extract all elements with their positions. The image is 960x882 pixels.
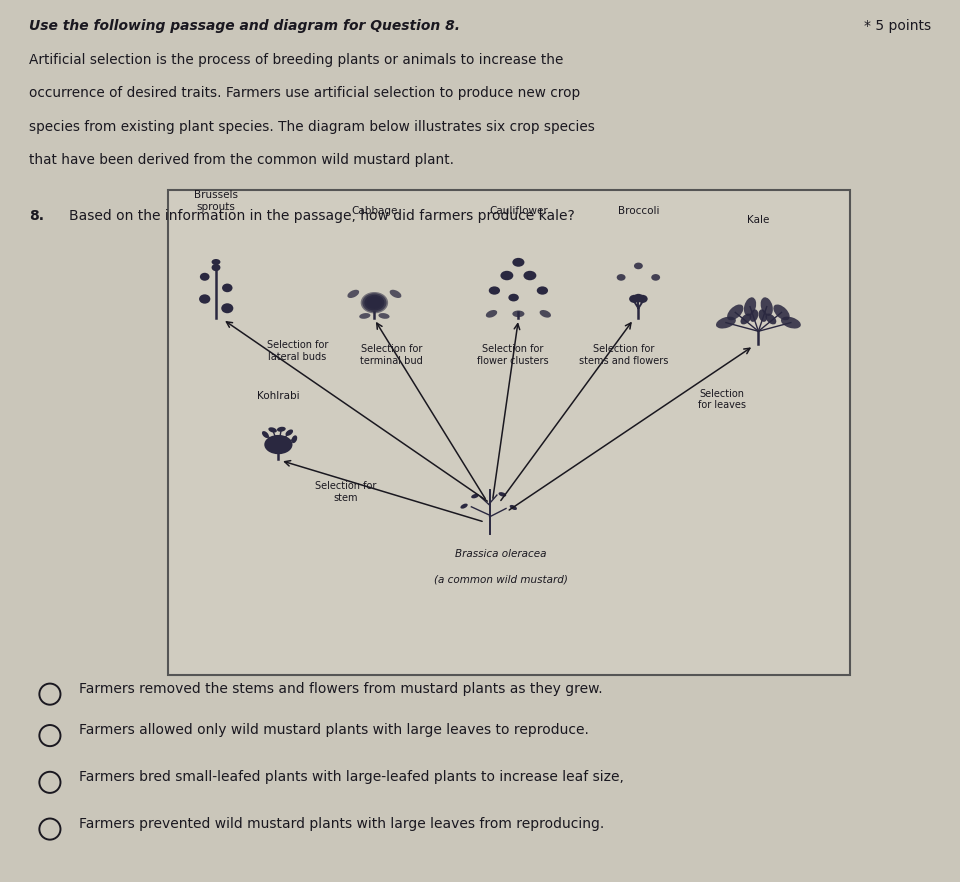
Text: Cabbage: Cabbage — [351, 206, 397, 216]
Ellipse shape — [264, 435, 293, 454]
Ellipse shape — [489, 287, 500, 295]
Text: Artificial selection is the process of breeding plants or animals to increase th: Artificial selection is the process of b… — [29, 53, 564, 67]
Ellipse shape — [727, 304, 743, 320]
Ellipse shape — [461, 504, 468, 509]
Text: Farmers allowed only wild mustard plants with large leaves to reproduce.: Farmers allowed only wild mustard plants… — [79, 723, 588, 737]
Ellipse shape — [359, 313, 371, 318]
Text: Based on the information in the passage, how did farmers produce kale?: Based on the information in the passage,… — [69, 209, 575, 223]
Ellipse shape — [292, 436, 298, 443]
Ellipse shape — [760, 297, 773, 316]
Text: that have been derived from the common wild mustard plant.: that have been derived from the common w… — [29, 153, 454, 168]
Ellipse shape — [498, 492, 506, 497]
Ellipse shape — [367, 296, 382, 309]
Text: Farmers bred small-leafed plants with large-leafed plants to increase leaf size,: Farmers bred small-leafed plants with la… — [79, 770, 624, 784]
Ellipse shape — [765, 313, 777, 325]
Text: Selection
for leaves: Selection for leaves — [698, 389, 746, 410]
Ellipse shape — [276, 427, 286, 431]
Text: Farmers prevented wild mustard plants with large leaves from reproducing.: Farmers prevented wild mustard plants wi… — [79, 817, 604, 831]
Ellipse shape — [378, 313, 390, 318]
Ellipse shape — [750, 310, 758, 322]
Ellipse shape — [348, 290, 359, 298]
Ellipse shape — [634, 294, 643, 302]
Ellipse shape — [513, 310, 524, 318]
Ellipse shape — [513, 258, 524, 266]
Ellipse shape — [774, 304, 790, 320]
Ellipse shape — [211, 264, 221, 271]
Ellipse shape — [509, 294, 518, 302]
Ellipse shape — [199, 295, 210, 303]
Text: Selection for
terminal bud: Selection for terminal bud — [360, 345, 423, 366]
Ellipse shape — [365, 295, 384, 310]
Text: Kohlrabi: Kohlrabi — [257, 392, 300, 401]
Ellipse shape — [616, 274, 626, 280]
Text: Brussels
sprouts: Brussels sprouts — [194, 191, 238, 212]
Text: occurrence of desired traits. Farmers use artificial selection to produce new cr: occurrence of desired traits. Farmers us… — [29, 86, 580, 101]
Ellipse shape — [744, 297, 756, 316]
Ellipse shape — [629, 295, 639, 303]
Ellipse shape — [221, 303, 233, 313]
Ellipse shape — [486, 310, 497, 318]
Text: species from existing plant species. The diagram below illustrates six crop spec: species from existing plant species. The… — [29, 120, 594, 134]
Ellipse shape — [390, 290, 401, 298]
Ellipse shape — [211, 259, 221, 265]
Text: Brassica oleracea: Brassica oleracea — [455, 549, 547, 559]
Text: Selection for
lateral buds: Selection for lateral buds — [267, 340, 328, 362]
Ellipse shape — [222, 283, 232, 292]
Bar — [168, 190, 850, 675]
Text: Selection for
flower clusters: Selection for flower clusters — [477, 345, 548, 366]
Text: Broccoli: Broccoli — [617, 206, 660, 216]
Ellipse shape — [523, 271, 537, 280]
Ellipse shape — [740, 313, 752, 325]
Text: (a common wild mustard): (a common wild mustard) — [434, 574, 568, 584]
Ellipse shape — [780, 317, 801, 328]
Ellipse shape — [269, 427, 276, 432]
Ellipse shape — [471, 494, 479, 498]
Text: Farmers removed the stems and flowers from mustard plants as they grew.: Farmers removed the stems and flowers fr… — [79, 682, 602, 696]
Text: * 5 points: * 5 points — [864, 19, 931, 34]
Text: 8.: 8. — [29, 209, 44, 223]
Text: Selection for
stem: Selection for stem — [315, 482, 376, 503]
Ellipse shape — [500, 271, 514, 280]
Ellipse shape — [634, 263, 643, 269]
Ellipse shape — [362, 293, 387, 312]
Text: Kale: Kale — [747, 215, 770, 225]
Ellipse shape — [510, 505, 516, 510]
Text: Cauliflower: Cauliflower — [489, 206, 548, 216]
Ellipse shape — [758, 310, 767, 322]
Ellipse shape — [637, 295, 648, 303]
Ellipse shape — [262, 431, 269, 438]
Ellipse shape — [200, 273, 209, 280]
Ellipse shape — [651, 274, 660, 280]
Text: Use the following passage and diagram for Question 8.: Use the following passage and diagram fo… — [29, 19, 460, 34]
Ellipse shape — [540, 310, 551, 318]
Ellipse shape — [361, 292, 388, 313]
Ellipse shape — [285, 430, 293, 436]
Text: Selection for
stems and flowers: Selection for stems and flowers — [579, 345, 669, 366]
Ellipse shape — [716, 317, 736, 328]
Ellipse shape — [537, 287, 548, 295]
